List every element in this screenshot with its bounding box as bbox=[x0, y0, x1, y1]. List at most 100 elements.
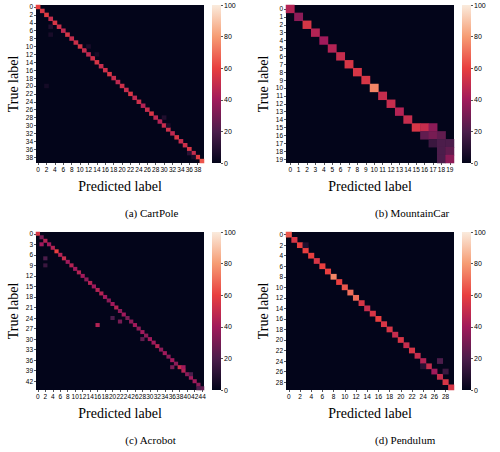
svg-text:34: 34 bbox=[161, 393, 169, 400]
svg-text:20: 20 bbox=[26, 82, 34, 89]
svg-text:9: 9 bbox=[364, 166, 368, 173]
svg-text:42: 42 bbox=[26, 378, 34, 385]
svg-text:6: 6 bbox=[279, 53, 283, 60]
svg-text:34: 34 bbox=[26, 138, 34, 145]
svg-text:4: 4 bbox=[53, 166, 57, 173]
svg-text:0: 0 bbox=[36, 166, 40, 173]
svg-text:39: 39 bbox=[26, 367, 34, 374]
svg-text:36: 36 bbox=[169, 393, 177, 400]
svg-text:42: 42 bbox=[191, 393, 199, 400]
svg-text:9: 9 bbox=[279, 77, 283, 84]
svg-text:20: 20 bbox=[474, 128, 482, 135]
svg-text:18: 18 bbox=[26, 75, 34, 82]
svg-text:0: 0 bbox=[474, 160, 478, 167]
svg-text:10: 10 bbox=[276, 84, 284, 91]
svg-text:40: 40 bbox=[224, 323, 232, 330]
svg-text:80: 80 bbox=[224, 260, 232, 267]
svg-text:40: 40 bbox=[474, 323, 482, 330]
svg-text:100: 100 bbox=[474, 2, 486, 9]
svg-text:12: 12 bbox=[276, 100, 284, 107]
svg-text:16: 16 bbox=[276, 315, 284, 322]
svg-text:True label: True label bbox=[256, 283, 271, 340]
svg-text:32: 32 bbox=[169, 166, 177, 173]
svg-text:18: 18 bbox=[386, 393, 394, 400]
svg-text:0: 0 bbox=[36, 393, 40, 400]
svg-text:30: 30 bbox=[160, 166, 168, 173]
svg-text:18: 18 bbox=[438, 166, 446, 173]
svg-text:36: 36 bbox=[26, 357, 34, 364]
svg-text:3: 3 bbox=[29, 241, 33, 248]
svg-text:2: 2 bbox=[45, 166, 49, 173]
svg-text:20: 20 bbox=[224, 355, 232, 362]
svg-text:5: 5 bbox=[330, 166, 334, 173]
svg-text:True label: True label bbox=[6, 56, 21, 113]
svg-text:11: 11 bbox=[276, 92, 283, 99]
svg-text:28: 28 bbox=[442, 393, 450, 400]
svg-text:26: 26 bbox=[131, 393, 139, 400]
svg-text:40: 40 bbox=[224, 96, 232, 103]
svg-text:12: 12 bbox=[79, 393, 87, 400]
svg-text:24: 24 bbox=[124, 393, 132, 400]
svg-text:(c) Acrobot: (c) Acrobot bbox=[125, 434, 175, 447]
svg-text:(d) Pendulum: (d) Pendulum bbox=[375, 434, 436, 447]
svg-text:19: 19 bbox=[276, 156, 284, 163]
svg-text:38: 38 bbox=[176, 393, 184, 400]
svg-text:15: 15 bbox=[413, 166, 421, 173]
svg-text:24: 24 bbox=[276, 358, 284, 365]
svg-text:60: 60 bbox=[474, 65, 482, 72]
svg-text:28: 28 bbox=[276, 379, 284, 386]
svg-text:10: 10 bbox=[26, 43, 34, 50]
svg-text:4: 4 bbox=[29, 19, 33, 26]
svg-text:80: 80 bbox=[224, 33, 232, 40]
svg-text:12: 12 bbox=[352, 393, 360, 400]
svg-text:22: 22 bbox=[408, 393, 416, 400]
svg-text:5: 5 bbox=[279, 45, 283, 52]
svg-text:28: 28 bbox=[152, 166, 160, 173]
svg-text:4: 4 bbox=[51, 393, 55, 400]
svg-text:28: 28 bbox=[139, 393, 147, 400]
svg-text:100: 100 bbox=[474, 229, 486, 236]
svg-text:18: 18 bbox=[26, 293, 34, 300]
svg-text:18: 18 bbox=[276, 148, 284, 155]
svg-text:10: 10 bbox=[76, 166, 84, 173]
svg-text:12: 12 bbox=[276, 294, 284, 301]
svg-text:12: 12 bbox=[387, 166, 395, 173]
svg-text:10: 10 bbox=[276, 284, 284, 291]
svg-text:24: 24 bbox=[26, 98, 34, 105]
svg-text:12: 12 bbox=[26, 51, 34, 58]
svg-text:(a) CartPole: (a) CartPole bbox=[125, 207, 179, 220]
svg-text:16: 16 bbox=[276, 132, 284, 139]
svg-text:15: 15 bbox=[26, 283, 34, 290]
svg-text:6: 6 bbox=[339, 166, 343, 173]
svg-text:7: 7 bbox=[347, 166, 351, 173]
svg-text:16: 16 bbox=[102, 166, 110, 173]
svg-text:8: 8 bbox=[66, 393, 70, 400]
svg-text:14: 14 bbox=[26, 59, 34, 66]
svg-text:0: 0 bbox=[287, 393, 291, 400]
svg-text:22: 22 bbox=[116, 393, 124, 400]
svg-text:38: 38 bbox=[26, 154, 34, 161]
svg-text:14: 14 bbox=[93, 166, 101, 173]
svg-text:2: 2 bbox=[29, 11, 33, 18]
svg-text:14: 14 bbox=[276, 116, 284, 123]
svg-text:16: 16 bbox=[26, 67, 34, 74]
svg-text:8: 8 bbox=[356, 166, 360, 173]
svg-text:1: 1 bbox=[279, 13, 283, 20]
svg-text:16: 16 bbox=[421, 166, 429, 173]
svg-text:8: 8 bbox=[29, 35, 33, 42]
svg-text:26: 26 bbox=[276, 368, 284, 375]
svg-text:24: 24 bbox=[420, 393, 428, 400]
svg-text:17: 17 bbox=[276, 140, 284, 147]
svg-text:0: 0 bbox=[279, 231, 283, 238]
svg-text:34: 34 bbox=[177, 166, 185, 173]
svg-text:3: 3 bbox=[279, 29, 283, 36]
svg-text:27: 27 bbox=[26, 325, 34, 332]
svg-text:6: 6 bbox=[58, 393, 62, 400]
svg-text:4: 4 bbox=[279, 37, 283, 44]
svg-text:100: 100 bbox=[224, 2, 236, 9]
svg-text:14: 14 bbox=[276, 305, 284, 312]
svg-text:14: 14 bbox=[87, 393, 95, 400]
svg-text:10: 10 bbox=[72, 393, 80, 400]
svg-text:19: 19 bbox=[446, 166, 454, 173]
svg-text:20: 20 bbox=[397, 393, 405, 400]
